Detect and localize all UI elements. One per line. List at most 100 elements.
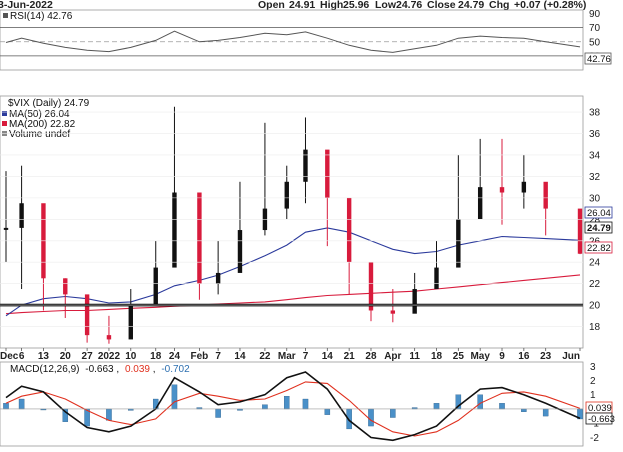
x-tick-label: 14 xyxy=(234,351,246,362)
header-high-value: 25.96 xyxy=(343,0,369,11)
macd-legend-name: MACD(12,26,9) xyxy=(10,364,79,375)
macd-legend: MACD(12,26,9) -0.663 , 0.039 , -0.702 xyxy=(10,364,190,375)
candle-body xyxy=(412,289,417,314)
histogram-bar xyxy=(106,408,112,421)
legend-symbol: $VIX (Daily) 24.79 xyxy=(8,98,90,109)
candle-body xyxy=(172,192,177,268)
x-tick-label: Dec xyxy=(0,351,19,362)
macd-tick-label: 3 xyxy=(590,362,596,373)
candle-body xyxy=(434,267,439,290)
candle-body xyxy=(84,294,90,336)
x-tick-label: 25 xyxy=(453,351,465,362)
x-tick-label: Jun xyxy=(562,351,580,362)
x-tick-label: Apr xyxy=(384,351,401,362)
x-tick-label: 9 xyxy=(499,351,505,362)
candle-body xyxy=(543,181,548,209)
price-tick-label: 22 xyxy=(589,279,601,290)
candle-body xyxy=(346,197,352,263)
candle-body xyxy=(153,267,158,306)
candle-body xyxy=(390,310,396,314)
header-open-value: 24.91 xyxy=(289,0,315,11)
histogram-bar xyxy=(262,404,268,410)
header-bar: 3-Jun-2022 Open 24.91 High 25.96 Low 24.… xyxy=(0,0,586,11)
legend-ma200: MA(200) 22.82 xyxy=(9,119,76,130)
candle-body xyxy=(521,181,527,193)
histogram-bar xyxy=(18,398,25,410)
ma200-line xyxy=(5,274,581,315)
header-low-value: 24.76 xyxy=(396,0,422,11)
x-tick-label: 14 xyxy=(322,351,334,362)
rsi-value-label: 42.76 xyxy=(587,54,611,65)
candle-body xyxy=(577,208,583,254)
x-tick-label: 23 xyxy=(540,351,552,362)
rsi-legend-marker xyxy=(3,13,8,18)
x-tick-label: 20 xyxy=(60,351,72,362)
histogram-bar xyxy=(390,408,396,418)
macd-legend-sep2: , xyxy=(153,364,156,375)
header-chg-label: Chg xyxy=(489,0,509,11)
x-tick-label: 6 xyxy=(19,351,25,362)
close-value-label: 24.79 xyxy=(587,223,611,234)
close-value-box xyxy=(584,221,613,234)
macd-line xyxy=(5,371,581,442)
price-tick-label: 18 xyxy=(589,322,601,333)
x-tick-label: 7 xyxy=(303,351,309,362)
x-axis: Dec 6 13 20 27 2022 10 18 24 Feb 7 14 22 Mar 7 14 21 28 Ap… xyxy=(0,348,581,362)
header-chg-value: +0.07 (+0.28%) xyxy=(514,0,586,11)
macd-panel: MACD(12,26,9) -0.663 , 0.039 , -0.702 3 2… xyxy=(0,361,615,447)
macd-value-label: -0.663 xyxy=(588,414,615,425)
candle-body xyxy=(477,187,483,220)
rsi-tick-label: 50 xyxy=(589,37,601,48)
rsi-tick-label: 90 xyxy=(589,9,601,20)
candle-body xyxy=(3,227,9,230)
candle-body xyxy=(237,230,243,273)
x-tick-label: 11 xyxy=(409,351,420,362)
ma50-value-box xyxy=(584,206,613,219)
macd-legend-value3: -0.702 xyxy=(161,364,190,375)
macd-legend-value1: -0.663 xyxy=(85,364,114,375)
macd-tick-label: 1 xyxy=(590,390,596,401)
candle-body xyxy=(284,181,289,209)
macd-legend-value2: 0.039 xyxy=(125,364,150,375)
ma200-value-label: 22.82 xyxy=(587,243,611,254)
histogram-bar xyxy=(499,403,505,410)
x-tick-label: 24 xyxy=(169,351,181,362)
price-tick-label: 36 xyxy=(589,129,601,140)
histogram-bar xyxy=(521,408,527,412)
ma50-line xyxy=(5,227,581,317)
histogram-bar xyxy=(215,408,221,418)
histogram-bar xyxy=(368,408,374,427)
macd-legend-text: MACD(12,26,9) -0.663 , 0.039 , -0.702 xyxy=(10,364,190,375)
histogram-bar xyxy=(3,403,9,410)
rsi-reference-lines xyxy=(0,27,583,57)
rsi-value-box xyxy=(584,52,612,65)
price-tick-label: 34 xyxy=(589,150,601,161)
header-high-label: High xyxy=(320,0,343,11)
price-panel: $VIX (Daily) 24.79 MA(50) 26.04 MA(200) … xyxy=(0,95,613,349)
candle-body xyxy=(197,192,202,284)
rsi-panel: RSI(14) 42.76 90705030 42.76 xyxy=(0,9,612,71)
rsi-tick-label: 70 xyxy=(589,23,601,34)
candle-body xyxy=(106,335,112,340)
histogram-bar xyxy=(171,384,178,410)
header-close-value: 24.79 xyxy=(458,0,484,11)
candle-body xyxy=(215,272,221,284)
candle-body xyxy=(63,278,68,295)
x-tick-label: 27 xyxy=(82,351,94,362)
x-tick-label: May xyxy=(470,351,490,362)
candle-body xyxy=(456,219,461,268)
price-tick-label: 32 xyxy=(589,172,601,183)
price-tick-label: 24 xyxy=(589,258,601,269)
header-close-label: Close xyxy=(427,0,456,11)
x-tick-label: Feb xyxy=(191,351,209,362)
x-tick-label: 18 xyxy=(431,351,443,362)
price-tick-label: 30 xyxy=(589,193,601,204)
header-date: 3-Jun-2022 xyxy=(0,0,53,11)
histogram-bar xyxy=(477,394,483,410)
macd-legend-sep1: , xyxy=(116,364,119,375)
x-tick-label: 13 xyxy=(38,351,50,362)
legend-ma50-swatch xyxy=(2,111,7,116)
price-tick-label: 20 xyxy=(589,301,601,312)
